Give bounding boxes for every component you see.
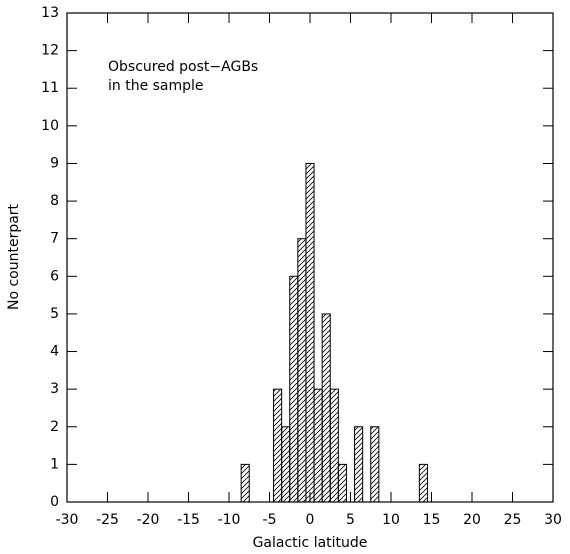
x-tick-label: 25 xyxy=(504,512,522,528)
y-axis-label: No counterpart xyxy=(6,203,22,310)
x-tick-label: -15 xyxy=(177,512,200,528)
histogram-bar xyxy=(281,426,291,503)
histogram-bar xyxy=(321,313,331,503)
histogram-bar xyxy=(240,463,250,503)
y-tick-label: 0 xyxy=(50,494,59,510)
histogram-bar xyxy=(370,426,380,503)
y-tick-label: 6 xyxy=(50,268,59,284)
y-tick-label: 2 xyxy=(50,419,59,435)
x-tick-label: -5 xyxy=(263,512,277,528)
y-tick-label: 4 xyxy=(50,344,59,360)
y-tick-label: 13 xyxy=(41,5,59,21)
x-axis-label: Galactic latitude xyxy=(253,535,368,551)
histogram-bar xyxy=(418,463,428,503)
y-tick-label: 1 xyxy=(50,456,59,472)
histogram-bar xyxy=(329,388,339,503)
y-tick-label: 11 xyxy=(41,80,59,96)
y-tick-label: 12 xyxy=(41,43,59,59)
x-tick-label: 10 xyxy=(382,512,400,528)
histogram-bar xyxy=(305,162,315,503)
histogram-bar xyxy=(297,238,307,503)
x-tick-label: -20 xyxy=(137,512,160,528)
y-tick-label: 3 xyxy=(50,381,59,397)
y-tick-label: 8 xyxy=(50,193,59,209)
histogram-bar xyxy=(289,275,299,503)
x-tick-label: 15 xyxy=(423,512,441,528)
x-tick-label: -30 xyxy=(56,512,79,528)
histogram-bar xyxy=(337,463,347,503)
y-tick-label: 9 xyxy=(50,155,59,171)
histogram-bar xyxy=(354,426,364,503)
histogram-bar xyxy=(313,388,323,503)
y-tick-label: 7 xyxy=(50,231,59,247)
x-tick-label: -10 xyxy=(218,512,241,528)
histogram-bar xyxy=(273,388,283,503)
annotation: in the sample xyxy=(108,78,204,94)
x-tick-label: 20 xyxy=(463,512,481,528)
x-tick-label: 5 xyxy=(346,512,355,528)
x-tick-label: 0 xyxy=(306,512,315,528)
x-tick-label: -25 xyxy=(96,512,119,528)
annotation: Obscured post−AGBs xyxy=(108,59,258,75)
y-tick-label: 10 xyxy=(41,118,59,134)
y-tick-label: 5 xyxy=(50,306,59,322)
x-tick-label: 30 xyxy=(544,512,562,528)
